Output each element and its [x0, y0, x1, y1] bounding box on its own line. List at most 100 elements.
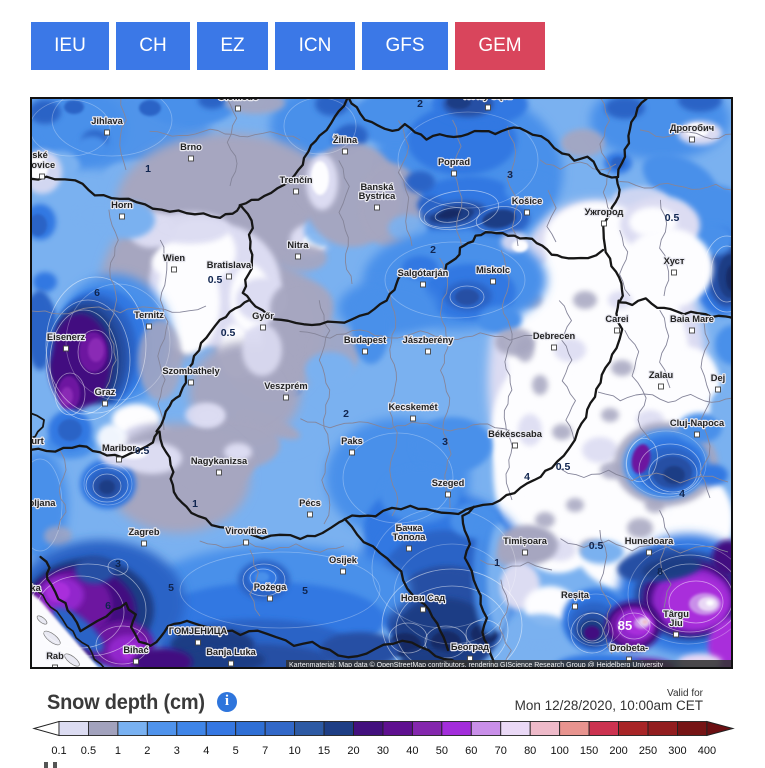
- svg-text:Топола: Топола: [393, 532, 427, 542]
- svg-text:Rab: Rab: [46, 651, 64, 661]
- svg-text:3: 3: [115, 558, 121, 570]
- svg-text:0.5: 0.5: [589, 540, 604, 552]
- svg-text:eka: eka: [30, 583, 42, 593]
- svg-text:Košice: Košice: [512, 196, 543, 206]
- svg-text:Baia Mare: Baia Mare: [670, 314, 714, 324]
- svg-text:50: 50: [436, 745, 448, 757]
- svg-text:Maribor: Maribor: [102, 443, 136, 453]
- svg-text:Miskolc: Miskolc: [476, 265, 510, 275]
- svg-text:Bihać: Bihać: [123, 645, 148, 655]
- svg-text:150: 150: [580, 745, 598, 757]
- svg-text:Bratislava: Bratislava: [207, 260, 252, 270]
- svg-text:Győr: Győr: [252, 311, 274, 321]
- svg-text:Reșița: Reșița: [561, 590, 590, 600]
- svg-text:20: 20: [347, 745, 359, 757]
- svg-text:Banská: Banská: [360, 182, 394, 192]
- svg-text:30: 30: [377, 745, 389, 757]
- svg-text:Jiu: Jiu: [669, 618, 683, 628]
- svg-text:0.5: 0.5: [208, 274, 223, 286]
- svg-text:1: 1: [115, 745, 121, 757]
- svg-text:Graz: Graz: [95, 387, 116, 397]
- svg-text:1: 1: [145, 163, 151, 175]
- svg-text:jovice: jovice: [30, 160, 55, 170]
- svg-text:3: 3: [442, 436, 448, 448]
- svg-text:1: 1: [494, 557, 500, 569]
- svg-text:7: 7: [262, 745, 268, 757]
- svg-text:0.5: 0.5: [665, 212, 680, 224]
- svg-text:100: 100: [550, 745, 568, 757]
- svg-text:4: 4: [679, 488, 685, 500]
- svg-text:Drobeta-: Drobeta-: [610, 643, 648, 653]
- svg-text:6: 6: [175, 627, 181, 639]
- svg-text:15: 15: [318, 745, 330, 757]
- svg-text:Cluj-Napoca: Cluj-Napoca: [670, 418, 725, 428]
- svg-text:2: 2: [144, 745, 150, 757]
- svg-text:0.5: 0.5: [135, 445, 150, 457]
- svg-text:70: 70: [495, 745, 507, 757]
- svg-text:10: 10: [288, 745, 300, 757]
- svg-text:Olomouc: Olomouc: [218, 97, 258, 102]
- svg-text:200: 200: [609, 745, 627, 757]
- svg-text:300: 300: [668, 745, 686, 757]
- svg-text:Žilina: Žilina: [333, 134, 358, 145]
- svg-text:Нови Сад: Нови Сад: [401, 593, 445, 603]
- svg-text:oljana: oljana: [30, 498, 56, 508]
- svg-text:250: 250: [639, 745, 657, 757]
- svg-text:Poprad: Poprad: [438, 157, 470, 167]
- svg-text:Horn: Horn: [111, 200, 133, 210]
- svg-text:0.5: 0.5: [556, 461, 571, 473]
- svg-text:Târgu: Târgu: [663, 609, 689, 619]
- svg-text:Jászberény: Jászberény: [403, 335, 454, 345]
- svg-text:4: 4: [203, 745, 209, 757]
- svg-text:ГОМЈЕНИЦА: ГОМЈЕНИЦА: [169, 626, 228, 636]
- svg-text:Nitra: Nitra: [287, 240, 309, 250]
- svg-text:Бачка: Бачка: [396, 523, 424, 533]
- svg-text:2: 2: [430, 244, 436, 256]
- svg-text:400: 400: [698, 745, 716, 757]
- svg-text:5: 5: [302, 585, 308, 597]
- svg-text:6: 6: [105, 600, 111, 612]
- svg-text:Trenčín: Trenčín: [279, 175, 312, 185]
- svg-text:Hunedoara: Hunedoara: [625, 536, 674, 546]
- svg-text:Békéscsaba: Békéscsaba: [488, 429, 543, 439]
- svg-text:Szombathely: Szombathely: [162, 366, 220, 376]
- svg-text:Timișoara: Timișoara: [503, 536, 548, 546]
- svg-text:Dej: Dej: [711, 373, 725, 383]
- svg-text:8: 8: [657, 566, 663, 578]
- svg-text:Bystrica: Bystrica: [359, 191, 397, 201]
- svg-text:Salgótarján: Salgótarján: [398, 268, 449, 278]
- svg-text:60: 60: [465, 745, 477, 757]
- svg-text:0.5: 0.5: [221, 327, 236, 339]
- svg-text:3: 3: [174, 745, 180, 757]
- svg-text:85: 85: [618, 618, 632, 633]
- svg-text:Ужгород: Ужгород: [585, 207, 624, 217]
- svg-text:furt: furt: [30, 436, 44, 446]
- svg-text:Дрогобич: Дрогобич: [670, 123, 714, 133]
- svg-text:Debrecen: Debrecen: [533, 331, 576, 341]
- svg-text:5: 5: [233, 745, 239, 757]
- svg-text:Хуст: Хуст: [664, 256, 685, 266]
- svg-text:Szeged: Szeged: [432, 478, 465, 488]
- svg-text:Zagreb: Zagreb: [129, 527, 160, 537]
- svg-text:ské: ské: [32, 150, 48, 160]
- svg-text:Nagykanizsa: Nagykanizsa: [191, 456, 248, 466]
- svg-text:2: 2: [343, 408, 349, 420]
- svg-text:Virovitica: Virovitica: [225, 526, 268, 536]
- svg-text:Budapest: Budapest: [344, 335, 386, 345]
- svg-text:Zalau: Zalau: [649, 370, 674, 380]
- svg-text:3: 3: [507, 169, 513, 181]
- svg-text:Požega: Požega: [254, 582, 287, 592]
- svg-text:Jihlava: Jihlava: [91, 116, 123, 126]
- svg-text:1: 1: [192, 498, 198, 510]
- svg-text:Osijek: Osijek: [329, 555, 358, 565]
- svg-text:Eisenerz: Eisenerz: [47, 332, 86, 342]
- svg-text:Pécs: Pécs: [299, 498, 321, 508]
- svg-text:4: 4: [524, 471, 530, 483]
- svg-text:Kecskemét: Kecskemét: [388, 402, 437, 412]
- svg-text:5: 5: [168, 582, 174, 594]
- svg-text:Београд: Београд: [451, 642, 489, 652]
- svg-text:Ternitz: Ternitz: [134, 310, 164, 320]
- svg-text:Carei: Carei: [605, 314, 628, 324]
- svg-text:Paks: Paks: [341, 436, 363, 446]
- svg-text:0.5: 0.5: [81, 745, 96, 757]
